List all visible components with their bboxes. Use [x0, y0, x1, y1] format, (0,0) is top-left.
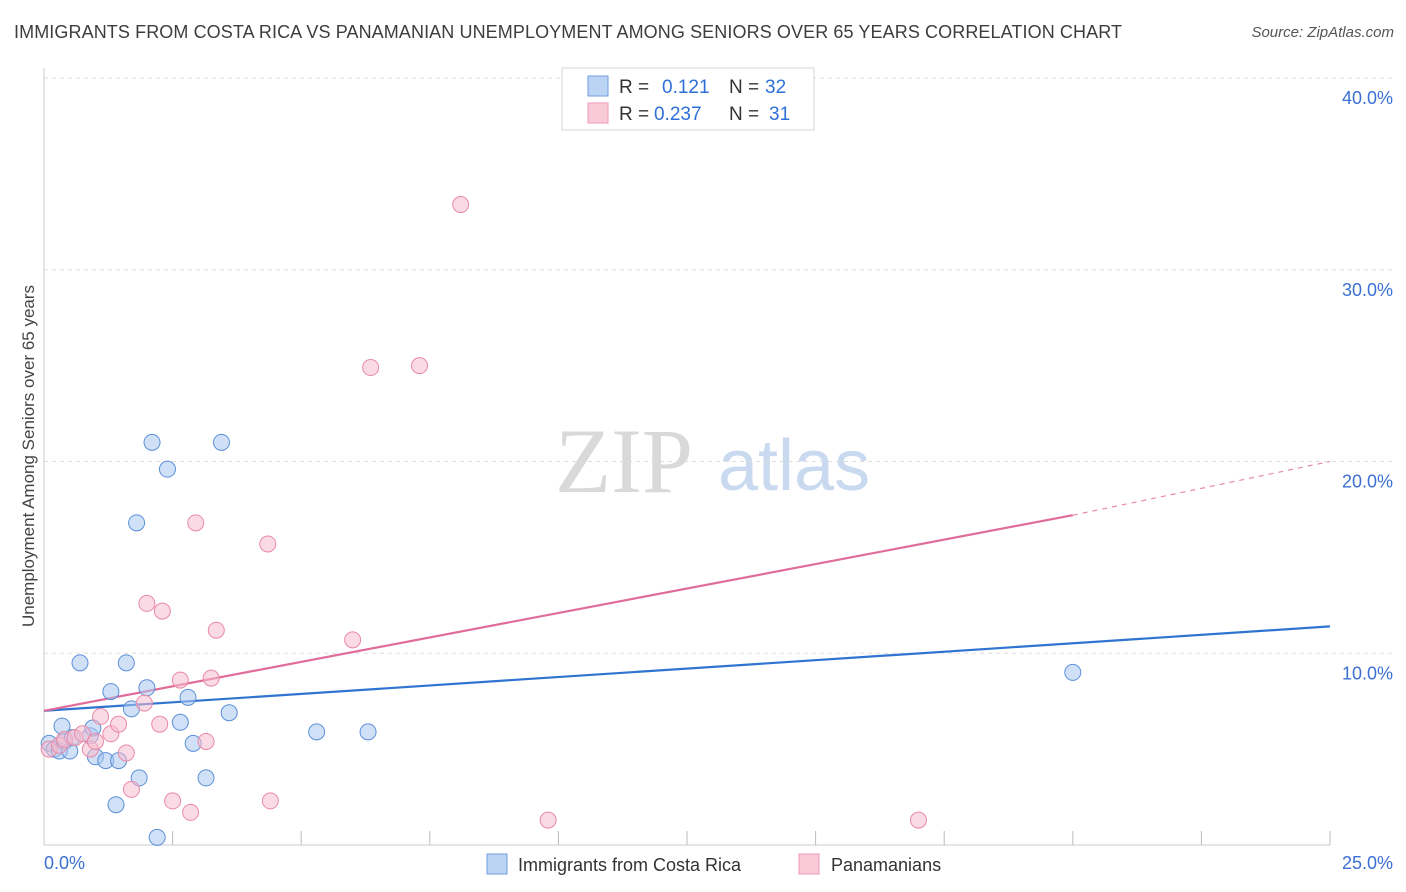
- watermark-atlas: atlas: [718, 426, 870, 506]
- data-point-costa-rica: [308, 723, 326, 741]
- trend-line-panamanians: [43, 514, 1074, 712]
- data-point-panamanians: [164, 792, 182, 810]
- data-point-panamanians: [117, 744, 135, 762]
- data-point-costa-rica: [220, 704, 238, 722]
- data-point-panamanians: [259, 535, 277, 553]
- data-point-panamanians: [138, 594, 156, 612]
- data-point-panamanians: [362, 359, 380, 377]
- legend-r-value-2: 0.237: [654, 104, 702, 125]
- bottom-legend-label-1: Immigrants from Costa Rica: [518, 855, 742, 875]
- data-point-panamanians: [122, 780, 140, 798]
- data-point-panamanians: [182, 803, 200, 821]
- data-point-panamanians: [135, 694, 153, 712]
- y-axis-title: Unemployment Among Seniors over 65 years: [19, 285, 38, 627]
- legend-r-value-1: 0.121: [662, 77, 710, 98]
- legend-n-value-1: 32: [765, 77, 786, 98]
- source-label: Source: ZipAtlas.com: [1251, 24, 1394, 41]
- data-point-costa-rica: [197, 769, 215, 787]
- data-point-panamanians: [452, 196, 470, 214]
- data-point-panamanians: [92, 708, 110, 726]
- data-point-costa-rica: [102, 683, 120, 701]
- series-costa-rica-points: [40, 433, 1082, 846]
- data-point-panamanians: [197, 732, 215, 750]
- data-point-costa-rica: [71, 654, 89, 672]
- data-point-costa-rica: [158, 460, 176, 478]
- data-point-panamanians: [202, 669, 220, 687]
- data-point-panamanians: [411, 357, 429, 375]
- x-ticks: [172, 831, 1331, 845]
- data-point-costa-rica: [1064, 663, 1082, 681]
- data-point-panamanians: [153, 602, 171, 620]
- data-point-panamanians: [187, 514, 205, 532]
- legend-r-label-2: R =: [619, 104, 649, 125]
- data-point-costa-rica: [179, 688, 197, 706]
- data-point-panamanians: [261, 792, 279, 810]
- legend-swatch-pink: [587, 102, 609, 124]
- data-point-costa-rica: [359, 723, 377, 741]
- series-panamanians-points: [40, 196, 927, 829]
- y-tick-label: 10.0%: [1342, 663, 1393, 683]
- data-point-costa-rica: [117, 654, 135, 672]
- trend-line-costa-rica: [43, 625, 1331, 712]
- bottom-legend: Immigrants from Costa Rica Panamanians: [486, 853, 941, 875]
- data-point-costa-rica: [128, 514, 146, 532]
- data-point-costa-rica: [143, 433, 161, 451]
- bottom-legend-swatch-blue: [486, 853, 508, 875]
- data-point-panamanians: [74, 725, 92, 743]
- legend-r-label-1: R =: [619, 77, 649, 98]
- data-point-panamanians: [909, 811, 927, 829]
- data-point-costa-rica: [148, 828, 166, 846]
- y-tick-label: 30.0%: [1342, 280, 1393, 300]
- legend-swatch-blue: [587, 75, 609, 97]
- data-point-panamanians: [207, 621, 225, 639]
- legend: R = 0.121 N = 32 R = 0.237 N = 31: [561, 67, 815, 131]
- x-tick-label-min: 0.0%: [44, 853, 85, 873]
- bottom-legend-swatch-pink: [798, 853, 820, 875]
- legend-n-value-2: 31: [769, 104, 790, 125]
- data-point-costa-rica: [138, 679, 156, 697]
- data-point-panamanians: [344, 631, 362, 649]
- data-point-panamanians: [171, 671, 189, 689]
- x-tick-label-max: 25.0%: [1342, 853, 1393, 873]
- data-point-panamanians: [151, 715, 169, 733]
- data-point-panamanians: [539, 811, 557, 829]
- data-point-panamanians: [110, 715, 128, 733]
- legend-n-label-2: N =: [729, 104, 759, 125]
- data-point-costa-rica: [171, 713, 189, 731]
- y-tick-label: 20.0%: [1342, 472, 1393, 492]
- y-tick-labels: 10.0% 20.0% 30.0% 40.0%: [1342, 88, 1393, 683]
- bottom-legend-label-2: Panamanians: [831, 855, 941, 875]
- y-tick-label: 40.0%: [1342, 88, 1393, 108]
- data-point-costa-rica: [212, 433, 230, 451]
- legend-n-label-1: N =: [729, 77, 759, 98]
- chart-title: IMMIGRANTS FROM COSTA RICA VS PANAMANIAN…: [14, 22, 1123, 42]
- data-point-costa-rica: [107, 796, 125, 814]
- trend-line-panamanians-extension: [1072, 460, 1331, 516]
- data-point-panamanians: [86, 732, 104, 750]
- gridlines: [44, 77, 1392, 654]
- watermark: ZIP atlas: [555, 410, 870, 512]
